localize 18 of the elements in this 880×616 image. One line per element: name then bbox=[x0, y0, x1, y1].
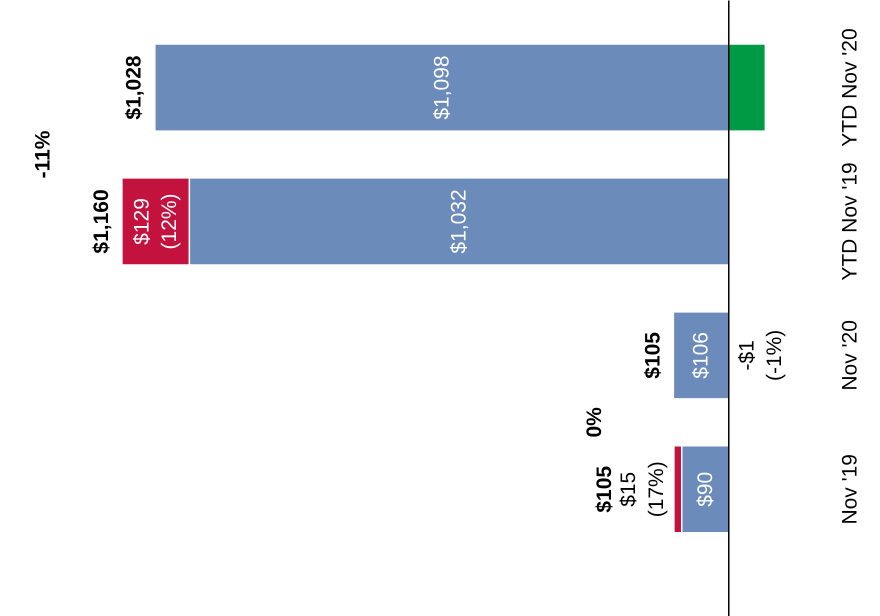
y-tick-label: YTD Nov '20 bbox=[838, 28, 862, 147]
total-label: $1,160 bbox=[90, 189, 113, 254]
data-label: $15 (17%) bbox=[617, 461, 668, 518]
text: -11% bbox=[31, 130, 54, 178]
data-label: $129 (12%) bbox=[130, 193, 181, 250]
y-tick-label: Nov '19 bbox=[838, 454, 862, 525]
bar bbox=[672, 311, 730, 400]
y-tick-label: YTD Nov '19 bbox=[838, 162, 862, 281]
annotation: 0% bbox=[582, 406, 606, 438]
data-label: $1,032 bbox=[448, 189, 471, 254]
data-label: $90 bbox=[694, 472, 717, 507]
data-label: $1,098 bbox=[430, 55, 454, 120]
data-label: $106 bbox=[690, 332, 713, 379]
total-label: $105 bbox=[593, 466, 616, 513]
total-label: $1,028 bbox=[122, 55, 146, 120]
data-label: -$1 (-1%) bbox=[735, 330, 786, 382]
total-label: $105 bbox=[641, 332, 664, 379]
y-tick-label: Nov '20 bbox=[838, 320, 862, 391]
